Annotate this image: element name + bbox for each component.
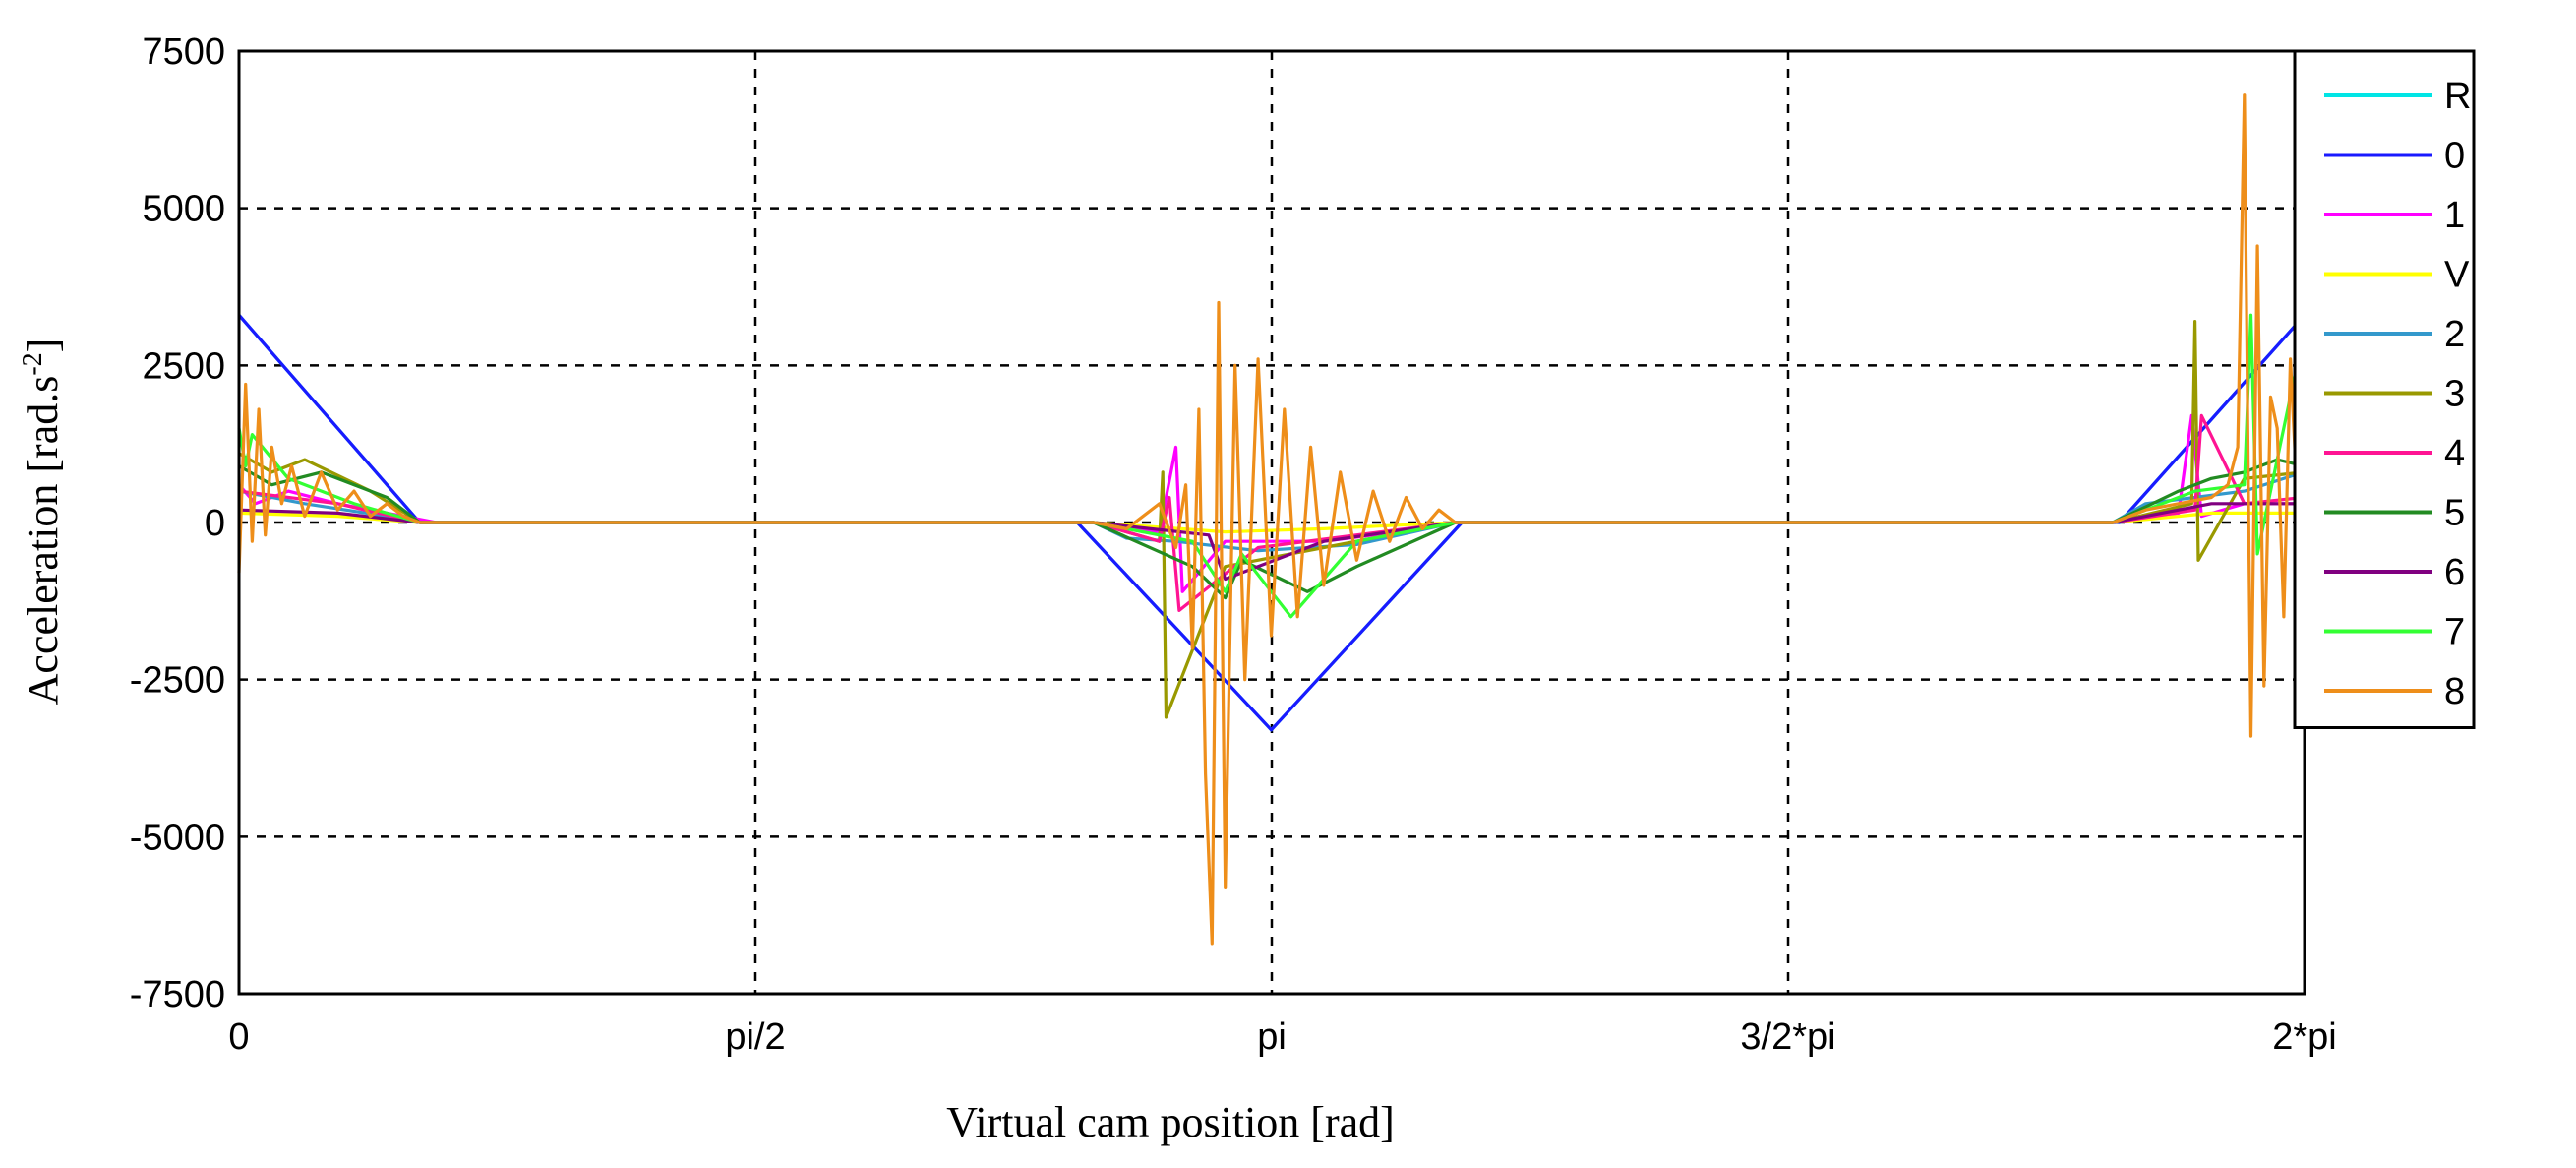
legend-label-0: 0 <box>2444 136 2465 177</box>
x-tick-labels: 0 pi/2 pi 3/2*pi 2*pi <box>228 1016 2336 1058</box>
y-axis-label-suffix: ] <box>19 338 67 353</box>
y-tick-labels: 7500 5000 2500 0 -2500 -5000 -7500 <box>130 31 225 1015</box>
y-tick-label-1: 5000 <box>142 189 225 230</box>
legend: R 0 1 V 2 3 4 5 6 7 8 <box>2293 49 2476 729</box>
legend-item-3: 3 <box>2324 374 2465 415</box>
series-line-6 <box>238 502 2304 582</box>
legend-label-R: R <box>2444 76 2471 117</box>
legend-item-0: 0 <box>2324 136 2465 177</box>
legend-label-3: 3 <box>2444 374 2465 415</box>
legend-item-V: V <box>2324 255 2470 296</box>
y-axis-label-main: Acceleration [rad.s <box>19 376 67 706</box>
legend-label-8: 8 <box>2444 671 2465 712</box>
x-tick-label-0: 0 <box>228 1016 249 1058</box>
legend-label-4: 4 <box>2444 433 2465 474</box>
legend-label-V: V <box>2444 255 2470 296</box>
legend-label-2: 2 <box>2444 314 2465 355</box>
legend-item-5: 5 <box>2324 493 2465 534</box>
y-tick-label-0: 7500 <box>142 31 225 73</box>
y-tick-label-6: -7500 <box>130 974 225 1015</box>
x-tick-label-2: pi <box>1257 1016 1287 1058</box>
legend-item-7: 7 <box>2324 612 2465 653</box>
x-tick-label-3: 3/2*pi <box>1740 1016 1835 1058</box>
x-axis-label: Virtual cam position [rad] <box>946 1098 1395 1146</box>
y-tick-label-2: 2500 <box>142 345 225 387</box>
legend-label-6: 6 <box>2444 552 2465 593</box>
y-axis-label-superscript: -2 <box>18 352 48 375</box>
legend-label-7: 7 <box>2444 612 2465 653</box>
series-lines <box>237 93 2306 946</box>
legend-item-6: 6 <box>2324 552 2465 593</box>
y-axis-label: Acceleration [rad.s-2] <box>18 338 67 706</box>
x-tick-label-1: pi/2 <box>725 1016 785 1058</box>
y-tick-label-3: 0 <box>205 503 225 544</box>
legend-item-4: 4 <box>2324 433 2465 474</box>
series-line-8 <box>237 93 2306 946</box>
x-tick-label-4: 2*pi <box>2272 1016 2337 1058</box>
legend-items: R 0 1 V 2 3 4 5 6 7 8 <box>2324 76 2471 712</box>
legend-label-5: 5 <box>2444 493 2465 534</box>
legend-item-1: 1 <box>2324 195 2465 236</box>
legend-item-2: 2 <box>2324 314 2465 355</box>
legend-item-R: R <box>2324 76 2471 117</box>
y-tick-label-5: -5000 <box>130 817 225 858</box>
legend-item-8: 8 <box>2324 671 2465 712</box>
legend-box <box>2293 49 2476 729</box>
legend-label-1: 1 <box>2444 195 2465 236</box>
y-tick-label-4: -2500 <box>130 660 225 702</box>
